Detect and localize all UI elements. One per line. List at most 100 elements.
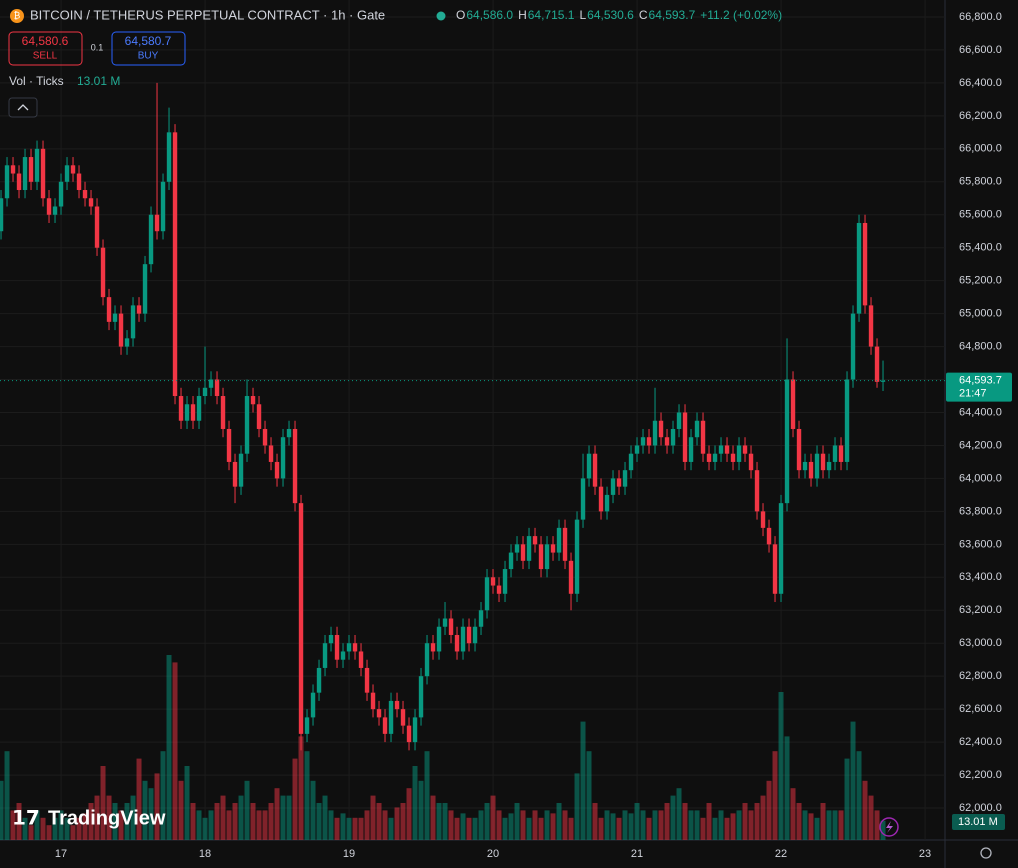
candle-body	[382, 717, 388, 734]
volume-bar	[358, 817, 364, 840]
candle-body	[544, 544, 550, 570]
volume-bar	[112, 803, 118, 840]
candle-body	[628, 453, 634, 471]
candle-body	[760, 511, 766, 528]
volume-bar	[172, 662, 178, 840]
y-tick-label: 65,400.0	[959, 242, 1002, 254]
collapse-button[interactable]	[8, 97, 38, 118]
volume-bar	[610, 813, 616, 840]
candle-body	[424, 643, 430, 677]
volume-bar	[874, 810, 880, 840]
candle-body	[850, 313, 856, 380]
volume-bar	[250, 803, 256, 840]
candle-body	[208, 379, 214, 388]
collapse-icon	[17, 104, 29, 111]
volume-bar	[376, 803, 382, 840]
volume-bar	[748, 810, 754, 840]
sell-button[interactable]	[8, 31, 83, 66]
candle-body	[442, 618, 448, 627]
volume-bar	[136, 758, 142, 840]
candle-body	[682, 412, 688, 462]
volume-bar	[340, 813, 346, 840]
volume-bar	[580, 721, 586, 840]
y-tick-label: 66,200.0	[959, 110, 1002, 122]
candle-body	[286, 428, 292, 438]
candle-body	[370, 692, 376, 710]
volume-bar	[502, 817, 508, 840]
candle-body	[112, 313, 118, 322]
volume-bar	[718, 810, 724, 840]
candle-body	[640, 437, 646, 446]
volume-bar	[706, 803, 712, 840]
settings-button[interactable]	[980, 847, 992, 859]
candle-body	[808, 461, 814, 479]
volume-bar	[616, 817, 622, 840]
candle-body	[262, 428, 268, 446]
volume-bar	[448, 810, 454, 840]
volume-bar	[688, 810, 694, 840]
logo-text: TradingView	[48, 807, 166, 829]
volume-bar	[760, 795, 766, 840]
volume-bar	[124, 803, 130, 840]
candle-body	[514, 544, 520, 553]
candle-body	[328, 634, 334, 644]
y-tick-label: 66,000.0	[959, 143, 1002, 155]
lightning-button[interactable]	[879, 817, 899, 837]
candle-body	[448, 618, 454, 635]
volume-bar	[850, 721, 856, 840]
volume-badge	[952, 814, 1005, 830]
volume-bar	[484, 803, 490, 840]
candle-body	[100, 247, 106, 298]
candle-body	[220, 396, 226, 429]
candle-body	[388, 700, 394, 734]
candle-body	[868, 305, 874, 347]
candle-body	[820, 453, 826, 471]
volume-bar	[130, 795, 136, 840]
volume-bar	[352, 817, 358, 840]
volume-bar	[754, 803, 760, 840]
candle-body	[586, 453, 592, 479]
volume-bar	[280, 795, 286, 840]
spread: 0.1	[91, 42, 104, 52]
volume-bar	[316, 803, 322, 840]
volume-bar	[544, 810, 550, 840]
candle-body	[490, 577, 496, 586]
candle-body	[136, 305, 142, 314]
y-tick-label: 66,400.0	[959, 77, 1002, 89]
candle-body	[844, 379, 850, 462]
volume-bar	[442, 803, 448, 840]
volume-bar	[64, 817, 70, 840]
candle-body	[712, 453, 718, 462]
y-tick-label: 66,600.0	[959, 44, 1002, 56]
candle-body	[430, 643, 436, 652]
ohlc-change: +11.2 (+0.02%)	[700, 8, 782, 22]
volume-bar	[460, 813, 466, 840]
candle-body	[16, 173, 22, 191]
volume-bar	[256, 810, 262, 840]
volume-bar	[664, 803, 670, 840]
candle-body	[88, 198, 94, 207]
candle-body	[232, 461, 238, 487]
volume-bar	[736, 810, 742, 840]
buy-button[interactable]	[111, 31, 186, 66]
volume-bar	[682, 803, 688, 840]
volume-bar	[574, 773, 580, 840]
volume-bar	[310, 780, 316, 840]
candle-body	[76, 173, 82, 191]
candle-body	[400, 709, 406, 726]
status-dot	[436, 11, 446, 21]
volume-bar	[652, 810, 658, 840]
candle-body	[706, 453, 712, 462]
volume-bar	[214, 803, 220, 840]
ohlc-key: L	[579, 8, 586, 22]
candle-body	[130, 305, 136, 339]
candle-body	[634, 445, 640, 454]
volume-bar	[676, 788, 682, 840]
candle-body	[562, 527, 568, 561]
volume-bar	[844, 758, 850, 840]
candle-body	[238, 453, 244, 487]
volume-bar	[220, 795, 226, 840]
ohlc-value: 64,530.6	[587, 8, 634, 22]
